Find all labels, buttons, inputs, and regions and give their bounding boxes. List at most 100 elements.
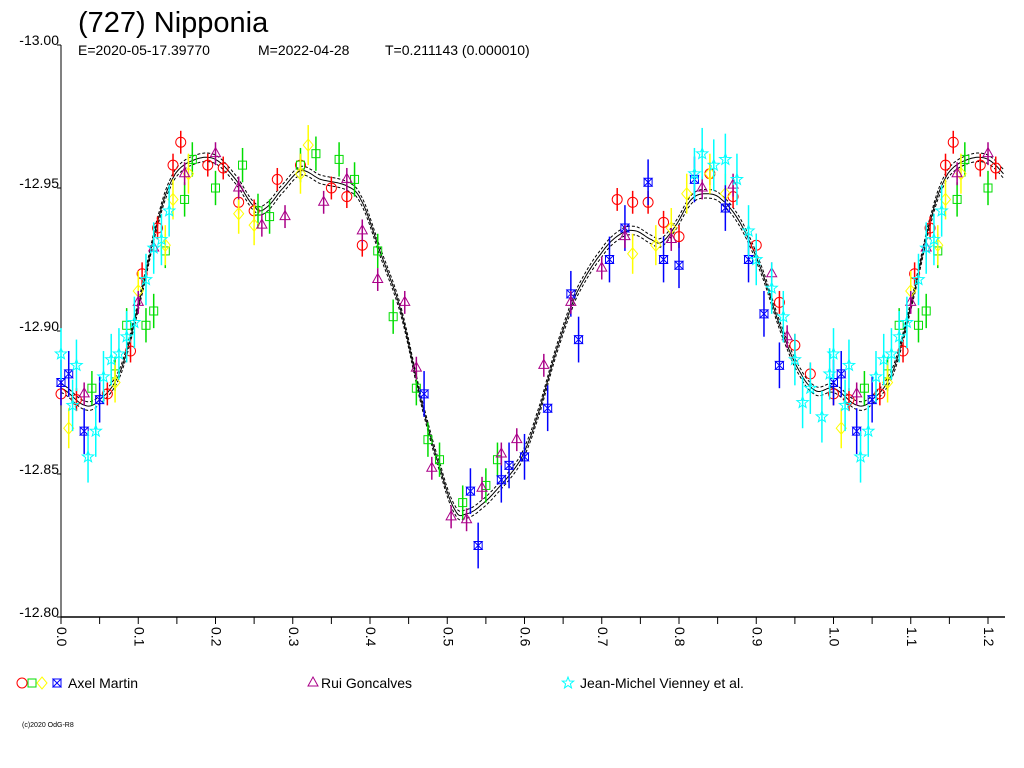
data-point — [836, 369, 847, 379]
data-point — [146, 240, 161, 255]
data-point — [63, 369, 74, 379]
x-tick-label: 0.0 — [54, 627, 70, 647]
data-point — [271, 173, 283, 185]
x-tick-label: 0.9 — [749, 627, 765, 647]
y-tick-label: -12.95 — [19, 175, 59, 191]
data-point — [897, 345, 909, 357]
data-point — [138, 272, 154, 286]
data-point — [919, 240, 934, 255]
data-point — [861, 423, 876, 438]
data-point — [149, 306, 159, 316]
data-point — [822, 366, 837, 381]
data-point — [853, 449, 868, 463]
data-point — [892, 329, 907, 343]
data-point — [265, 212, 275, 222]
data-point — [111, 346, 126, 360]
legend-star-icon — [560, 675, 576, 690]
data-point — [519, 452, 530, 462]
data-point — [665, 232, 678, 243]
data-point — [884, 346, 899, 360]
legend-label-vienney: Jean-Michel Vienney et al. — [580, 675, 744, 691]
legend-hourglass-icon — [51, 678, 63, 688]
data-point — [472, 541, 484, 550]
data-point — [595, 261, 608, 272]
x-tick-label: 0.5 — [440, 627, 456, 647]
data-point — [202, 159, 214, 171]
data-point — [947, 136, 959, 148]
data-point — [458, 498, 468, 508]
data-point — [537, 358, 550, 369]
series-star — [53, 127, 949, 483]
y-tick-label: -13.00 — [19, 32, 59, 48]
data-point — [921, 306, 931, 316]
data-point — [911, 272, 926, 286]
data-point — [974, 159, 986, 171]
data-point — [476, 481, 488, 492]
data-points — [53, 125, 1002, 569]
data-point — [503, 460, 515, 470]
data-point — [248, 218, 260, 232]
data-point — [952, 194, 962, 204]
data-point — [841, 357, 857, 372]
data-point — [874, 388, 886, 400]
data-point — [619, 229, 631, 241]
data-point — [311, 149, 321, 159]
legend-icons-vienney — [560, 675, 576, 690]
data-point — [619, 223, 631, 233]
data-point — [658, 216, 670, 228]
data-point — [496, 475, 507, 485]
data-point — [152, 222, 164, 234]
series-circle — [55, 130, 1002, 412]
data-point — [294, 166, 307, 181]
data-point — [167, 159, 179, 171]
x-tick-label: 0.7 — [595, 627, 611, 647]
data-point — [741, 223, 756, 238]
data-point — [495, 446, 508, 458]
data-point — [334, 154, 344, 164]
legend-label-axel-martin: Axel Martin — [68, 675, 138, 691]
copyright: (c)2020 OdG-R8 — [22, 722, 74, 729]
data-point — [565, 289, 577, 299]
data-point — [774, 360, 785, 370]
data-point — [982, 146, 994, 158]
data-point — [773, 296, 785, 308]
data-point — [673, 231, 685, 243]
data-point — [356, 223, 369, 235]
chart-title: (727) Nipponia — [78, 7, 269, 39]
data-point — [850, 386, 863, 398]
data-point — [687, 166, 702, 180]
x-tick-label: 1.1 — [904, 627, 920, 647]
data-point — [341, 191, 353, 203]
data-point — [729, 171, 744, 186]
legend-diamond-icon — [36, 676, 48, 690]
data-point — [445, 509, 457, 521]
data-point — [934, 203, 949, 217]
data-point — [573, 335, 584, 345]
data-point — [425, 461, 438, 472]
legend: Axel Martin Rui Goncalves Jean-Michel Vi… — [16, 675, 744, 691]
data-point — [627, 246, 639, 261]
data-point — [80, 449, 96, 463]
data-point — [814, 409, 829, 423]
data-point — [913, 320, 923, 330]
data-point — [460, 512, 473, 524]
data-point — [681, 186, 693, 201]
data-point — [764, 280, 779, 295]
y-tick-label: -12.85 — [19, 461, 59, 477]
fit-curve-upper-bound — [60, 160, 1004, 521]
legend-icons-rui-goncalves — [307, 675, 319, 687]
data-point — [859, 383, 869, 393]
data-point — [232, 180, 245, 192]
data-point — [211, 183, 221, 193]
data-point — [373, 246, 383, 256]
y-tick-label: -12.80 — [19, 604, 59, 620]
series-diamond — [63, 125, 967, 449]
data-point — [899, 314, 914, 329]
data-point — [175, 136, 187, 148]
data-point — [926, 232, 941, 246]
data-point — [435, 455, 445, 465]
data-point — [388, 312, 398, 322]
data-point — [101, 388, 113, 400]
data-point — [325, 182, 337, 194]
